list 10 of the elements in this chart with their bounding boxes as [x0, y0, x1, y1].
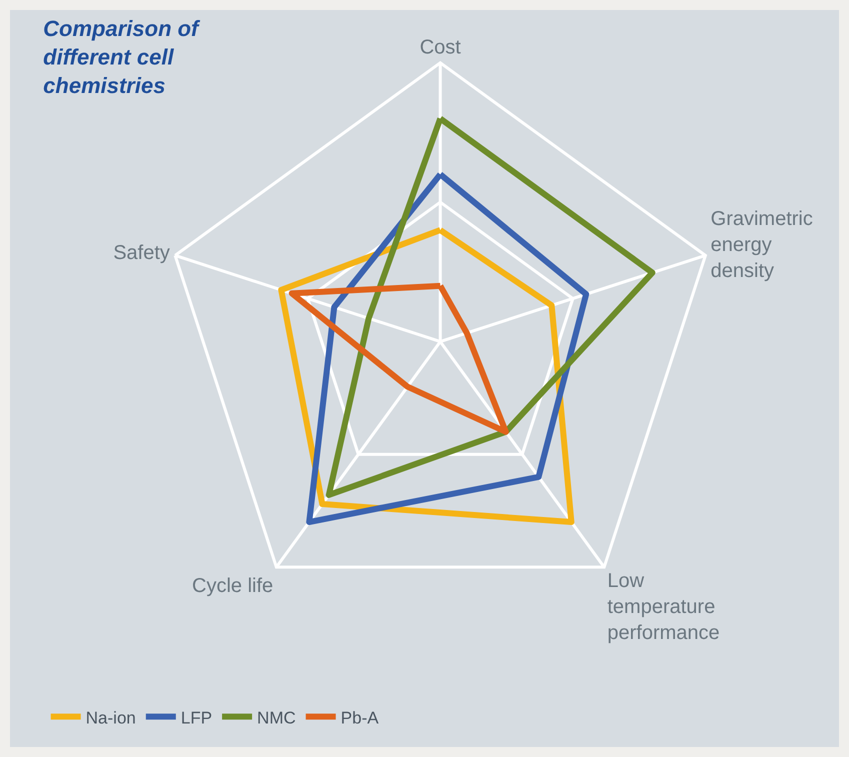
spoke-label: Gravimetric energy density: [710, 208, 813, 282]
chart-title: Comparison of different cell chemistries: [43, 16, 202, 98]
spoke-label: Low temperature performance: [607, 570, 720, 644]
spoke-label: Cost: [420, 36, 462, 58]
legend-label: LFP: [180, 708, 212, 728]
spoke-label: Cycle life: [192, 574, 274, 597]
spoke-label: Safety: [113, 242, 170, 264]
legend-label: Na-ion: [86, 708, 136, 728]
legend-label: Pb-A: [340, 708, 380, 728]
legend-label: NMC: [257, 708, 296, 728]
